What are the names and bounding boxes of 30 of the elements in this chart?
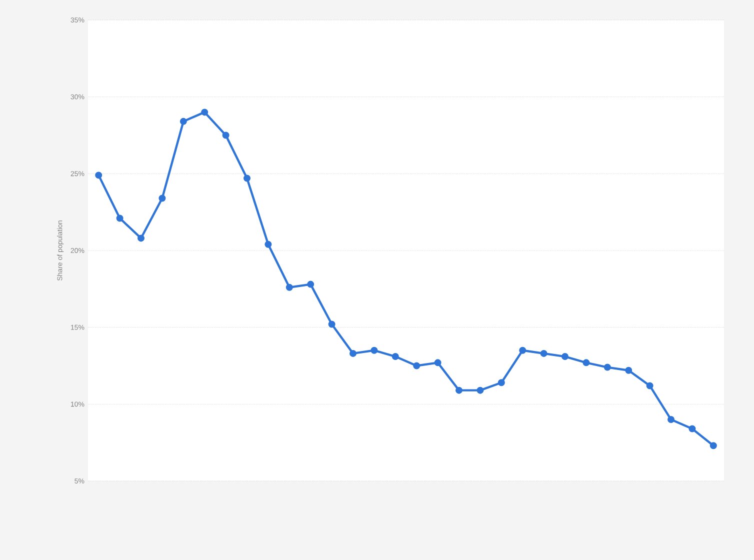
point — [646, 382, 654, 390]
point — [456, 386, 463, 394]
point — [264, 240, 272, 248]
point — [180, 118, 187, 125]
point — [244, 174, 251, 182]
point — [95, 172, 102, 179]
point — [307, 280, 314, 288]
point — [350, 350, 357, 357]
point — [710, 442, 717, 450]
point — [562, 353, 569, 360]
point — [201, 108, 208, 116]
point — [328, 320, 336, 328]
point — [392, 353, 399, 360]
point — [413, 362, 420, 370]
point — [222, 132, 230, 139]
point — [625, 366, 632, 374]
point — [370, 346, 378, 354]
point — [434, 359, 442, 366]
point — [688, 425, 696, 432]
point — [476, 386, 484, 394]
point — [286, 284, 293, 291]
point — [138, 234, 145, 242]
point — [498, 379, 505, 386]
point — [582, 359, 590, 366]
point — [519, 346, 526, 354]
point — [668, 416, 675, 424]
point — [540, 350, 548, 357]
point — [604, 364, 611, 371]
point — [158, 194, 166, 202]
point — [116, 214, 124, 222]
